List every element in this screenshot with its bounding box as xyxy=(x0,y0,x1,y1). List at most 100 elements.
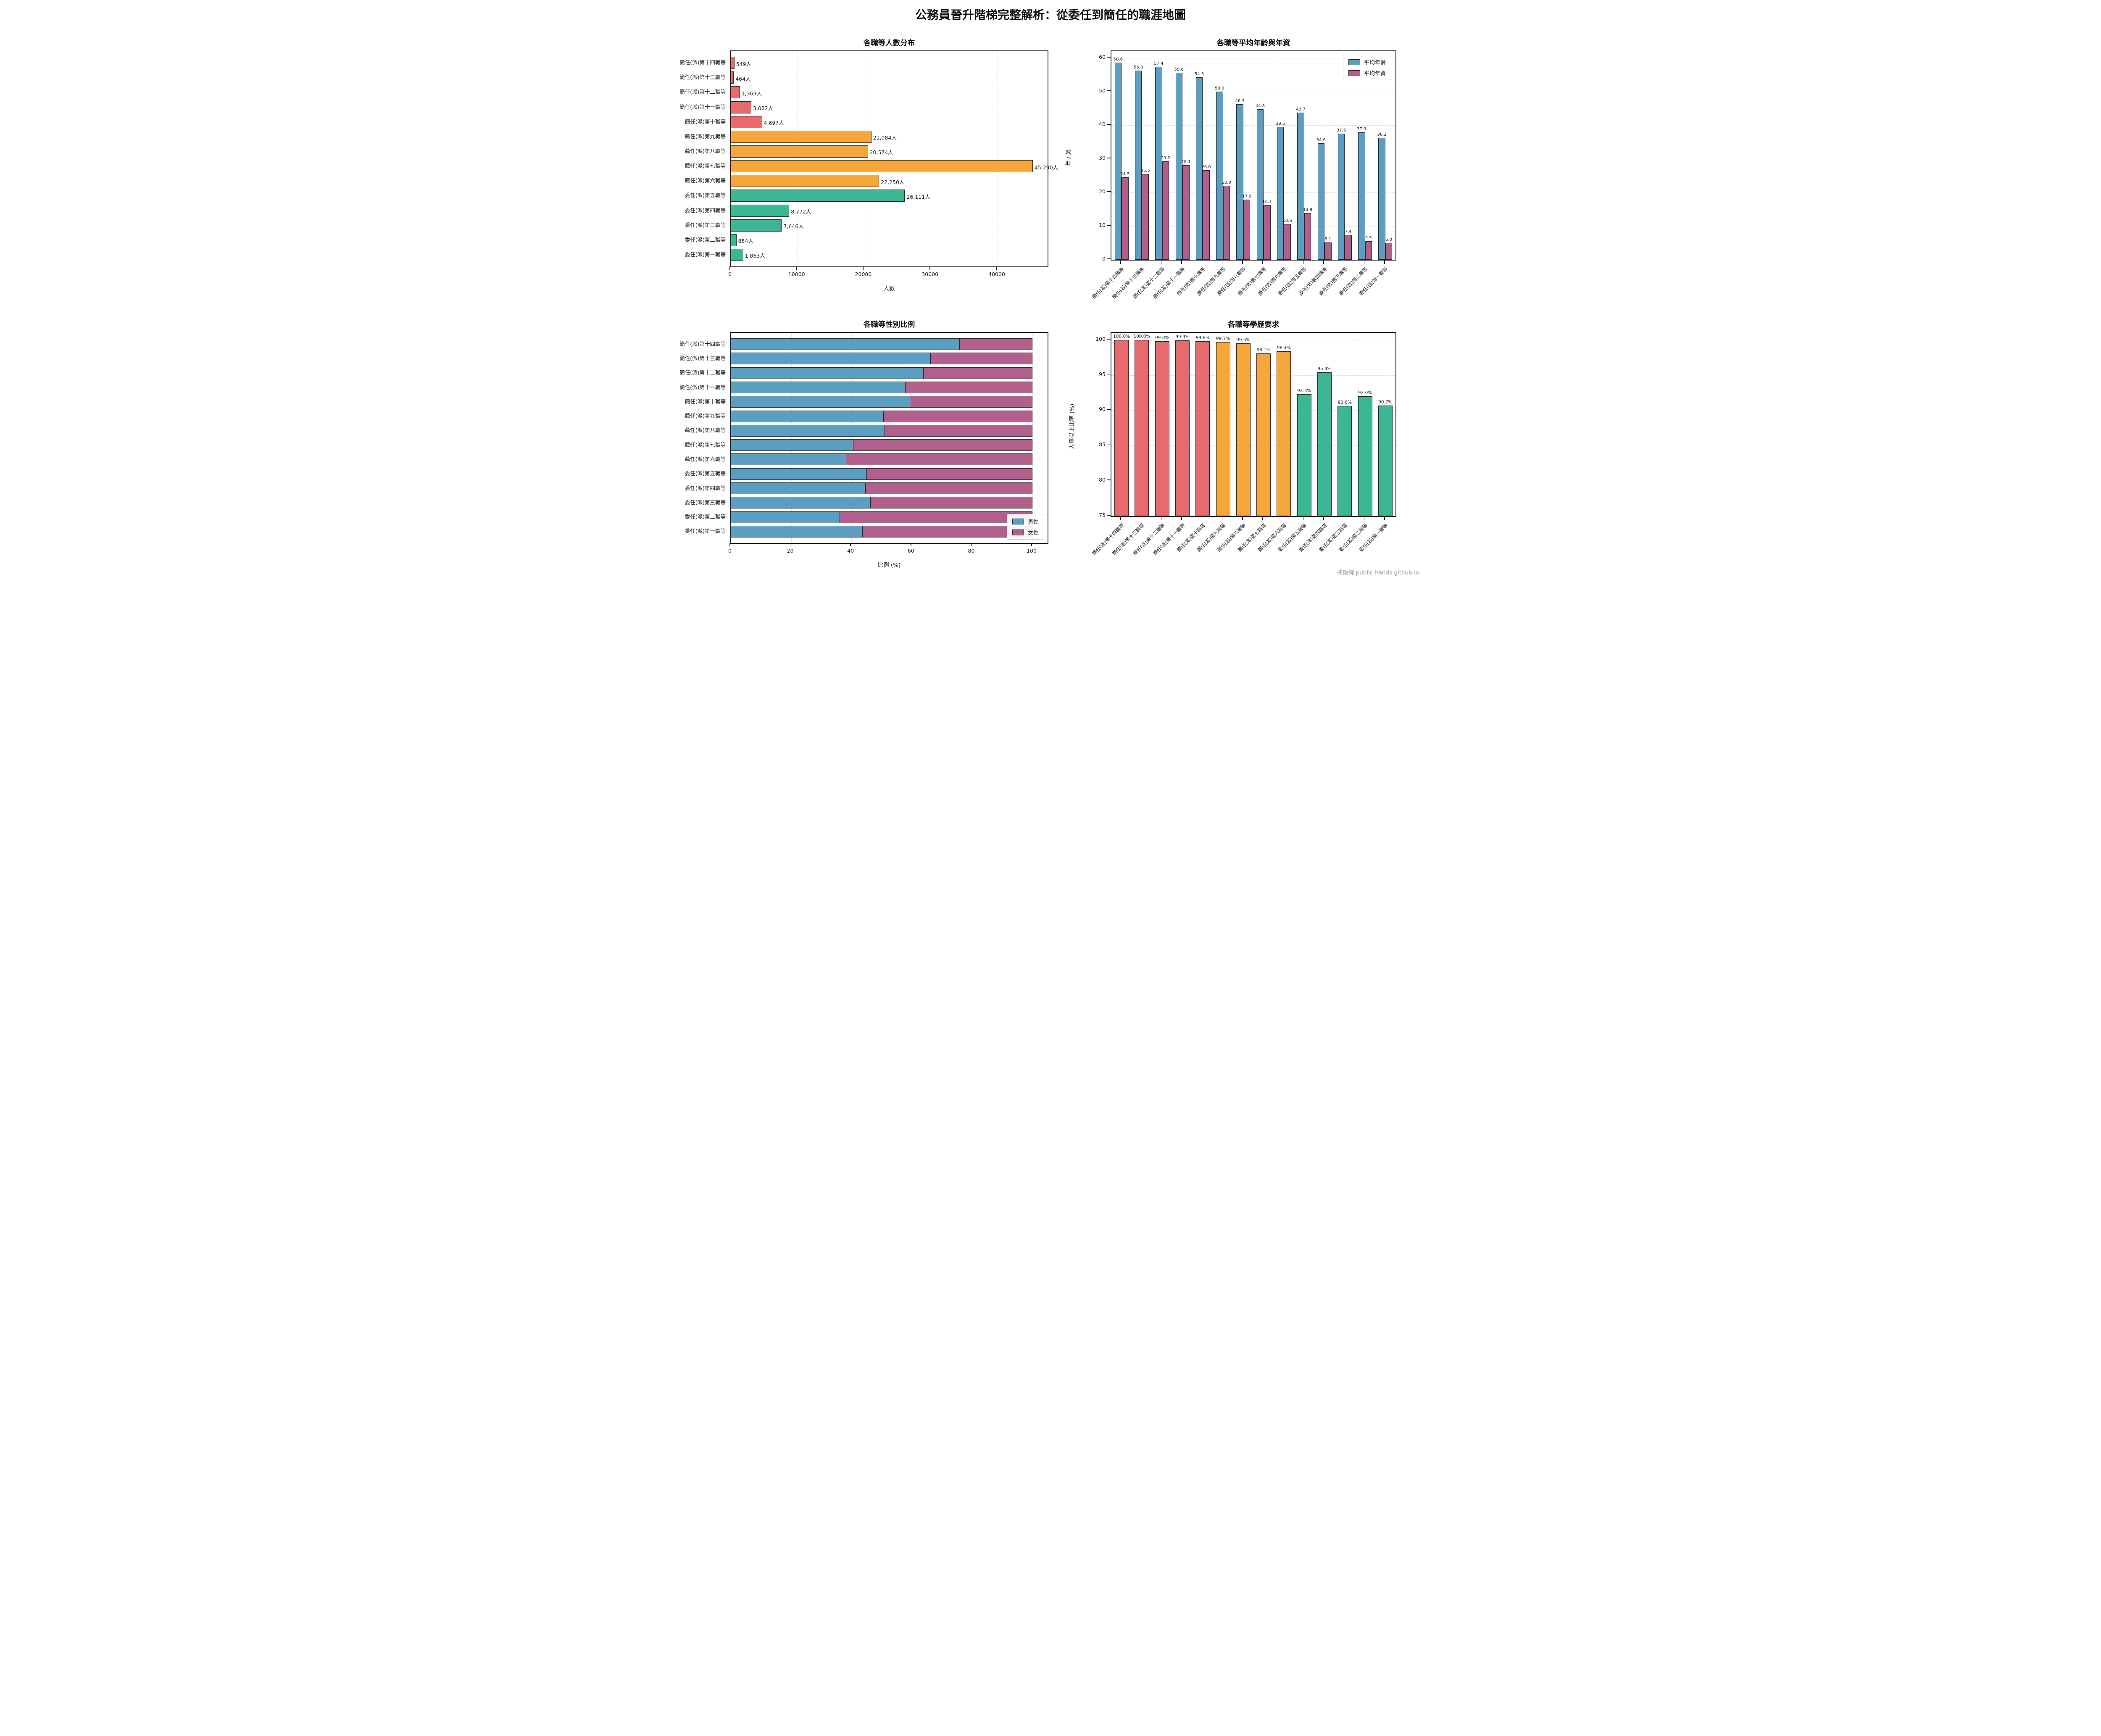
education-bar xyxy=(1256,353,1271,516)
count-bar xyxy=(731,130,871,143)
x-tick-mark xyxy=(1242,261,1243,264)
legend-row: 平均年資 xyxy=(1348,69,1386,77)
x-tick-mark xyxy=(1384,517,1385,520)
x-axis-label-gender: 比例 (%) xyxy=(877,562,901,569)
category-label: 委任(派)第二職等 xyxy=(685,236,726,243)
female-segment xyxy=(909,396,1033,408)
y-tick-label: 100 xyxy=(1095,335,1106,342)
count-bar-value-label: 45,290人 xyxy=(1034,164,1058,171)
plot-area-count: 549人 464人 1,369人 3,082人 4,697人 21,084人 20,574人… xyxy=(730,50,1058,267)
age-bar xyxy=(1277,127,1284,260)
category-label: 簡任(派)第十一職等 xyxy=(679,384,726,390)
category-label: 薦任(派)第六職等 xyxy=(685,177,726,184)
male-segment xyxy=(731,468,867,480)
age-bar xyxy=(1317,143,1324,260)
y-tick-label: 85 xyxy=(1099,441,1106,448)
x-tick-mark xyxy=(1343,261,1345,264)
age-value-label: 50.0 xyxy=(1215,86,1224,91)
age-value-label: 44.8 xyxy=(1255,103,1265,108)
y-tick-label: 0 xyxy=(1102,256,1106,262)
female-segment xyxy=(905,382,1033,393)
category-label: 簡任(派)第十四職等 xyxy=(679,59,726,66)
chart-title-count: 各職等人數分布 xyxy=(863,39,915,47)
x-tick-mark xyxy=(729,266,730,270)
age-value-label: 37.5 xyxy=(1336,128,1346,133)
category-label: 簡任(派)第十四職等 xyxy=(679,340,726,347)
education-bar xyxy=(1277,351,1291,516)
x-tick-mark xyxy=(1181,517,1182,520)
x-tick-mark xyxy=(1323,517,1324,520)
y-tick-mark xyxy=(1107,409,1111,410)
tenure-value-label: 28.1 xyxy=(1181,160,1191,165)
count-bar xyxy=(731,101,751,113)
x-tick-mark xyxy=(1161,517,1162,520)
x-tick-mark xyxy=(1364,517,1365,520)
plot-area-age: 58.6 56.3 57.4 55.6 54.3 50.0 46.3 44.8 39.5 43.7… xyxy=(1111,50,1396,261)
tenure-bar xyxy=(1162,161,1169,260)
x-tick-mark xyxy=(1282,261,1284,264)
x-tick-mark xyxy=(1262,517,1263,520)
y-tick-mark xyxy=(1107,90,1111,91)
category-label: 委任(派)第三職等 xyxy=(685,499,726,506)
education-value-label: 90.6% xyxy=(1337,400,1352,406)
y-tick-mark xyxy=(1107,258,1111,259)
legend-label: 女性 xyxy=(1027,530,1039,536)
education-bar xyxy=(1114,340,1129,516)
y-tick-mark xyxy=(1107,479,1111,480)
education-value-label: 90.7% xyxy=(1378,399,1393,405)
panel-education: 各職等學歷要求 100.0% 100.0% 99.8% 99.9% 99.8% 99.7%… xyxy=(1061,313,1422,576)
count-bar xyxy=(731,86,740,99)
gridline-y xyxy=(1111,445,1395,446)
education-value-label: 99.8% xyxy=(1155,335,1169,341)
y-tick-label: 80 xyxy=(1099,477,1106,483)
age-bar xyxy=(1337,134,1345,260)
age-bar xyxy=(1236,104,1243,260)
age-value-label: 36.2 xyxy=(1377,132,1387,137)
category-label: 委任(派)第三職等 xyxy=(685,221,726,228)
count-bar xyxy=(731,248,743,261)
x-tick-mark xyxy=(1201,517,1203,520)
male-segment xyxy=(731,396,911,408)
age-bar xyxy=(1135,70,1142,260)
education-value-label: 95.4% xyxy=(1317,366,1332,371)
gridline-x xyxy=(1032,333,1033,543)
category-label: 委任(派)第二職等 xyxy=(685,514,726,520)
education-value-label: 99.8% xyxy=(1195,335,1210,341)
tenure-value-label: 5.5 xyxy=(1365,236,1372,240)
y-axis-label-edu: 大專以上比率 (%) xyxy=(1069,403,1076,450)
tenure-value-label: 22.0 xyxy=(1222,180,1231,185)
category-label: 薦任(派)第七職等 xyxy=(685,163,726,169)
male-segment xyxy=(731,497,871,509)
category-label: 薦任(派)第九職等 xyxy=(685,133,726,140)
category-label: 委任(派)第五職等 xyxy=(685,470,726,477)
count-bar xyxy=(731,204,790,217)
y-tick-mark xyxy=(1107,57,1111,58)
y-tick-mark xyxy=(1107,124,1111,125)
x-tick-label: 80 xyxy=(968,548,975,554)
tenure-value-label: 5.0 xyxy=(1385,237,1393,242)
education-bar xyxy=(1195,341,1210,516)
male-segment xyxy=(731,382,906,393)
x-tick-mark xyxy=(1222,517,1223,520)
category-label: 簡任(派)第十三職等 xyxy=(679,355,726,361)
category-label: 簡任(派)第十二職等 xyxy=(679,369,726,376)
count-bar-value-label: 20,574人 xyxy=(869,149,893,156)
panel-gender-ratio: 各職等性別比例 男性 女性 簡任(派)第十四職等 簡任(派)第十三職等 簡任(派)第十… xyxy=(679,313,1057,572)
category-label: 簡任(派)第十職等 xyxy=(685,118,726,125)
female-segment xyxy=(930,353,1033,365)
tenure-value-label: 26.6 xyxy=(1201,165,1211,170)
x-tick-mark xyxy=(1181,261,1182,264)
y-tick-label: 60 xyxy=(1099,54,1106,60)
y-tick-label: 90 xyxy=(1099,406,1106,413)
tenure-value-label: 16.3 xyxy=(1262,199,1272,204)
age-value-label: 54.3 xyxy=(1194,71,1204,76)
category-label: 薦任(派)第七職等 xyxy=(685,441,726,448)
education-bar xyxy=(1175,340,1190,516)
x-tick-label: 100 xyxy=(1027,548,1037,554)
male-segment xyxy=(731,410,884,422)
age-bar xyxy=(1195,77,1203,260)
x-tick-mark xyxy=(996,266,997,270)
count-bar xyxy=(731,160,1033,173)
x-tick-mark xyxy=(1262,261,1263,264)
education-bar xyxy=(1216,342,1230,516)
